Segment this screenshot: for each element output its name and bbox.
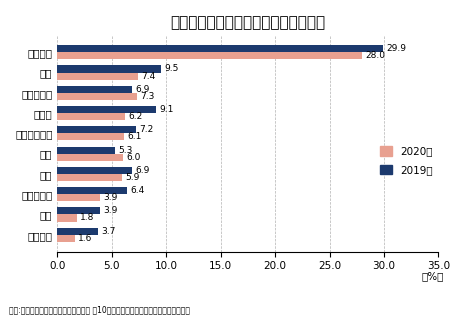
Text: （%）: （%） — [421, 271, 444, 281]
Text: 6.1: 6.1 — [127, 132, 141, 141]
Bar — [57, 215, 77, 222]
Bar — [57, 147, 115, 154]
Text: 28.0: 28.0 — [365, 51, 385, 60]
Bar — [57, 52, 362, 59]
Text: 3.9: 3.9 — [103, 193, 118, 202]
Text: 5.3: 5.3 — [118, 146, 133, 155]
Text: 9.5: 9.5 — [164, 64, 179, 74]
Text: 6.4: 6.4 — [130, 186, 145, 195]
Text: 5.9: 5.9 — [125, 173, 139, 182]
Legend: 2020年, 2019年: 2020年, 2019年 — [380, 146, 433, 175]
Text: 29.9: 29.9 — [386, 44, 406, 53]
Text: 1.8: 1.8 — [80, 214, 94, 222]
Text: 6.0: 6.0 — [126, 153, 140, 162]
Text: 3.9: 3.9 — [103, 206, 118, 216]
Bar — [57, 207, 100, 215]
Bar — [57, 174, 122, 181]
Bar — [57, 154, 123, 161]
Bar — [57, 73, 138, 80]
Text: 7.3: 7.3 — [140, 92, 154, 101]
Bar — [57, 93, 137, 100]
Bar — [57, 45, 383, 52]
Text: 出所:日本政策金融公庫「中小企業事業 第10回取引先海外現地法人の業況調査報告」: 出所:日本政策金融公庫「中小企業事業 第10回取引先海外現地法人の業況調査報告」 — [9, 306, 190, 315]
Bar — [57, 65, 161, 73]
Bar — [57, 235, 75, 242]
Text: 7.2: 7.2 — [139, 125, 153, 134]
Bar — [57, 228, 98, 235]
Title: 今後３年の事業展開での有望国・地域: 今後３年の事業展開での有望国・地域 — [170, 15, 326, 30]
Bar — [57, 126, 136, 133]
Bar — [57, 86, 133, 93]
Bar — [57, 113, 125, 120]
Text: 1.6: 1.6 — [78, 234, 93, 243]
Text: 6.2: 6.2 — [128, 112, 142, 121]
Bar — [57, 106, 156, 113]
Bar — [57, 167, 133, 174]
Bar — [57, 194, 100, 201]
Text: 6.9: 6.9 — [136, 85, 150, 94]
Bar — [57, 133, 124, 140]
Text: 6.9: 6.9 — [136, 166, 150, 175]
Text: 3.7: 3.7 — [101, 227, 115, 236]
Text: 7.4: 7.4 — [141, 72, 155, 81]
Bar — [57, 187, 127, 194]
Text: 9.1: 9.1 — [159, 105, 174, 114]
